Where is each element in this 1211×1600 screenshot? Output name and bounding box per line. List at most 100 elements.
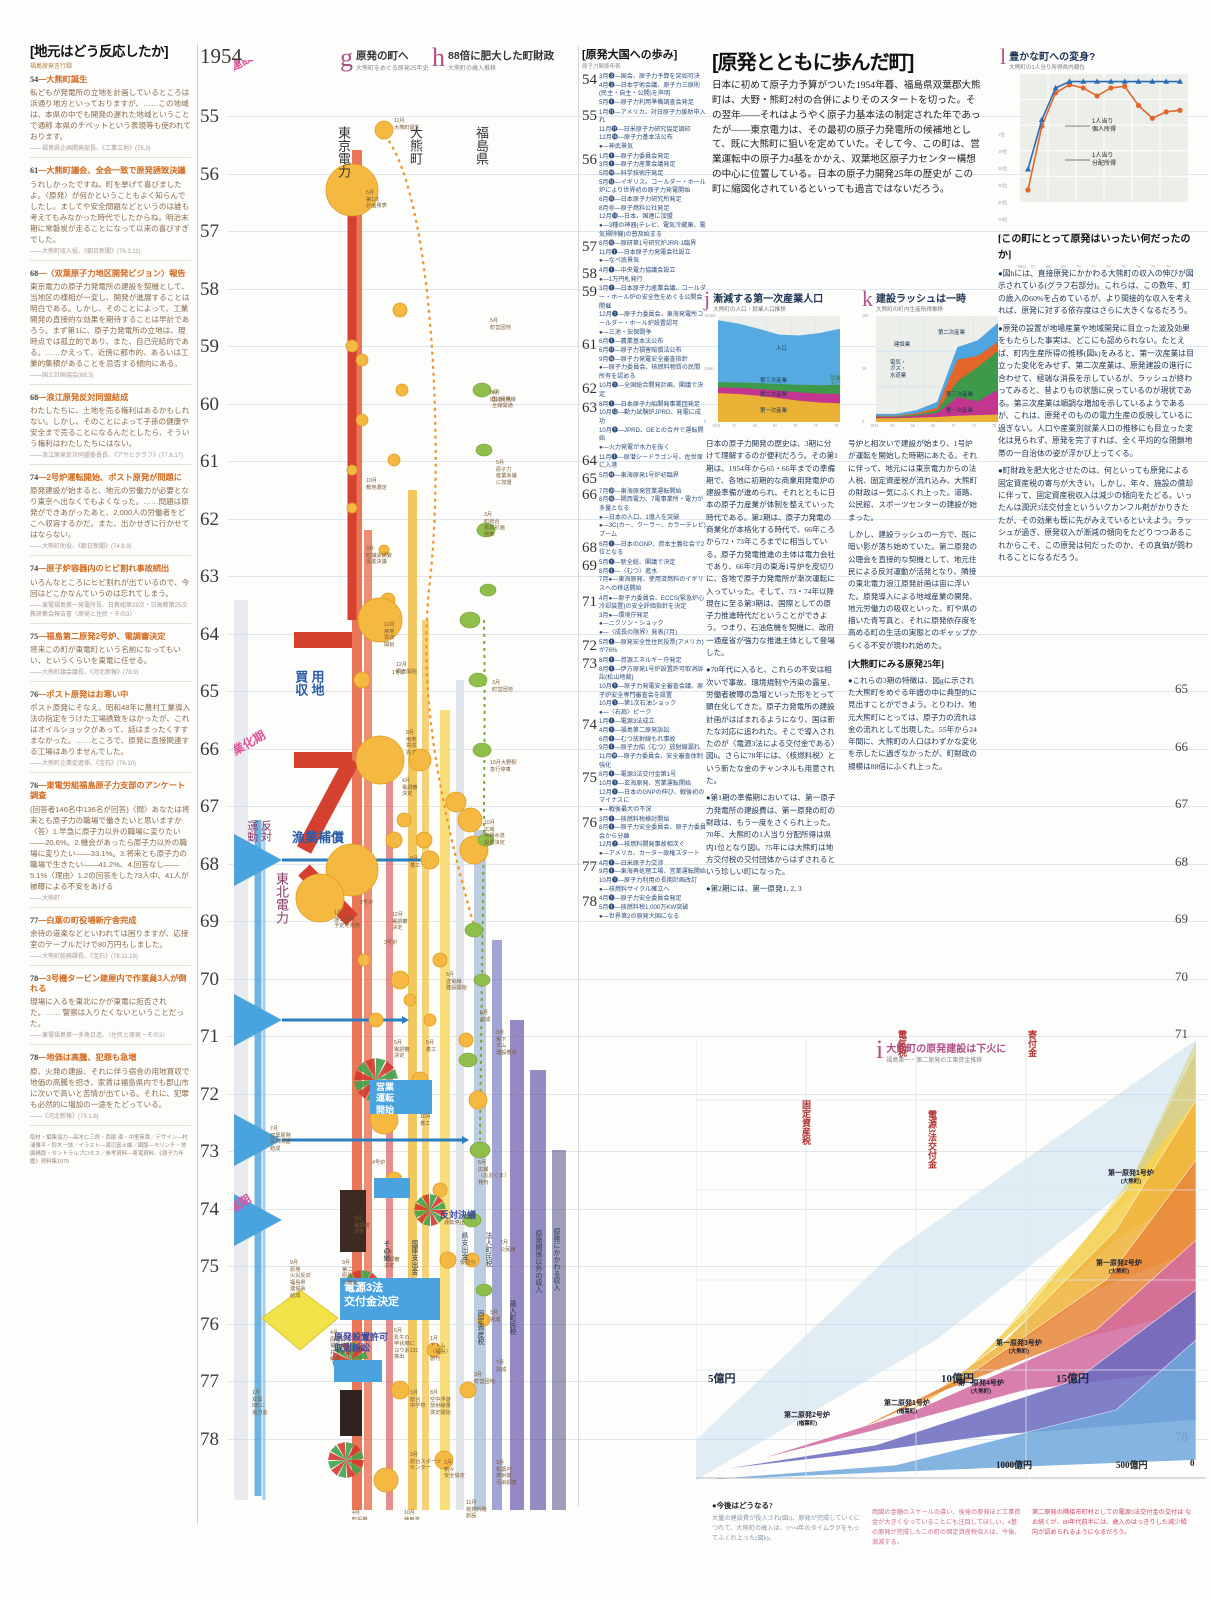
flow-node-label: 6月 完成 [480,1010,491,1023]
chronology-year: 57 [582,239,597,256]
chart-i-svg [695,1039,1206,1481]
chronology-event: ●—戦後最大の不況 [599,805,652,813]
chronology-events: 4月●—原子力委員会、ECCS(緊急炉心冷却装置)の安全評価指針を決定 3月●—環… [599,595,706,638]
chart-xtick: 60 [910,423,915,428]
chronology-event: ●—なべ底景気 [599,257,640,265]
chart-k-header: k 建設ラッシュは一時 大熊町の町内生産所得推移 [862,288,1012,313]
flow-node-label: 6月 広報 〈おおくま〉 発刊 [478,1160,510,1186]
chronology-event: 5月❶—原発安全性住民投票(アメリカ)が76% [599,638,704,655]
chronology-event: ●—神武景気 [599,143,634,151]
finance-band-label: 固定資産税 [477,1310,485,1345]
chronology-events: 8月❶—資源エネルギー庁発足 8月❶—伊方原発1号炉設置許可取消訴訟(松山地裁) 1… [599,657,706,717]
left-item-head: 76—ポスト原発はお寒い中 [30,689,129,699]
year-gridline [228,633,1208,635]
left-item-source: ——大熊町議会議長、《河北新報》(78.9) [30,669,139,676]
left-panel-item: 78—3号機タービン建屋内で作業員3人が倒れる 現場に入るを東北にかが東電に拒否さ… [30,974,191,1046]
fan-year-tick-65: 65 [1175,681,1188,696]
flow-node-label: 6月 乳牛の 甲状腺に ヨウ素131 検出 [394,1328,419,1360]
chronology-row-58: 58 4月❶—中央電力協議会設立 ●—1万円札発行 [582,266,706,284]
flow-entity-label-tohoku: 東北電力 [274,872,289,924]
chart-ytick: 10,000 [704,313,716,318]
chart-series-label: 第一次産業 [946,408,973,414]
left-item-head: 61—大熊町議会、全会一致で原発誘致決議 [30,166,186,176]
chart-j: j 漸減する第一次産業人口 大熊町の人口・就業人口推移 人口 第三次産業 第二次産業… [704,288,844,428]
chronology-events: 11月❶—原潜シードラゴン号、佐世保に入港 [599,454,706,471]
left-panel-item: 68—〈双葉原子力地区開発ビジョン〉報告 東京電力の原子力発電所の建設を契機として… [30,269,191,385]
year-gridline [228,1208,1208,1210]
chronology-event: 6月❶—むつ放射線もれ事故 [599,735,676,743]
chronology-events: 4月❶—原子力安全委員会発足 5月❶—核燃料税1,000万KW突破 ●—世界第2の原… [599,895,688,921]
chronology-year: 74 [582,717,597,734]
column-title-i: 大熊町の原発建設は下火に [886,1044,1007,1055]
chronology-events: 5月⓮—東海原発1号炉初臨界 [599,472,679,487]
footnote-c: 第二原発の隣接市町村としての電源3法交付金の交付は なお続くが、80年代前半には… [1032,1508,1192,1538]
left-item-head: 54—大熊町誕生 [30,75,88,85]
flow-node-label: 10月大野駅 急行停車 [490,760,517,773]
chronology-row-78: 78 4月❶—原子力安全委員会発足 5月❶—核燃料税1,000万KW突破 ●—世界第2… [582,895,706,921]
chronology-events: 4月❶—日米原子力交渉 9月❶—東海再処理工場、営業運転開始 10月❶—原子力利用の… [599,860,706,895]
chart-i-label: 0 [1190,1458,1195,1468]
year-tick-74: 74 [200,1198,219,1220]
left-item-source: ——福島県企画開発部長、《工業立地》(75.3) [30,146,151,153]
year-gridline [228,231,1208,232]
flow-node-label: 7月 公民館 [500,1240,516,1253]
chart-series-label: 電気・ ガス・ 水道業 [890,360,907,379]
left-panel-title: [地元はどう反応したか] [30,44,169,59]
chronology-row-62: 62 10月❶—全国総合開発計画、閣議で決定 [582,382,706,399]
left-item-year: 54 [30,75,39,85]
flow-node-label: 10月 広域 常磐水道 設置決定 [484,820,505,846]
footnote-a: ●今後はどうなる? 大量の建設費が投入され(図i)、原発が完成していくにつれて、… [712,1500,862,1544]
flow-node-label: 3月 町営団地 [474,1372,495,1385]
chart-l-header: l 豊かな町への変身? 大熊町の1人当り所得県内順位 [1000,46,1192,71]
flow-node-label: 1月 浪江原発 予定地発表 [334,910,360,929]
finance-band-label: その他 [383,1240,391,1261]
left-item-year: 68 [30,392,39,402]
chart-series-label: 第二次産業 [938,330,965,336]
flow-node-label: 電源3法 交付金決定 [344,1282,399,1308]
chronology-year: 59 [582,284,597,301]
chronology-events: 1月❶—電源3法成立 4月❶—福島第二原発訴訟 6月❶—むつ放射線もれ事故 9月❶—原… [599,718,706,770]
flow-node-label: 漁業補償 [292,830,345,845]
chronology-event: ●—〈成長の限界〉発表(7月) [599,629,678,637]
chronology-row-54: 54 3月❸—国会、原子力予算を突如可決 4月❷—日本学術会議、原子力三原則(民主・… [582,73,706,108]
chronology-row-75: 75 8月❶—電源3法交付金第1号 10月❶—玄海原発、営業運転開始 12月❶—日本の… [582,771,706,814]
chart-k-plot: 第二次産業 建設業 電気・ ガス・ 水道業 第三次産業 第一次産業 100 50 0 1954 55 6… [862,313,998,428]
chronology-event: 8月⓲—原研第1号研究炉JRR-1臨界 [599,240,697,248]
finance-band-label: 原発関係以外の収入 [535,1230,543,1293]
chart-j-subtitle: 大熊町の人口・就業人口推移 [713,307,786,313]
chronology-event: 6月❶—農業基本法公布 [599,338,664,346]
chart-xtick: 65 [773,423,778,428]
year-gridline [228,806,1208,807]
left-item-body: 原、火発の建設、それに伴う宿舎の用地買収で地価の高騰を招き、家賃は福島県内でも郡… [30,1066,190,1109]
chronology-events: 3月❶—核燃料税検討開始 8月❶—原子力安全委員会、原子力委員会から分離 12月❶—… [599,816,706,859]
footnote-c-body: 第二原発の隣接市町村としての電源3法交付金の交付は なお続くが、80年代前半には… [1032,1509,1192,1536]
left-item-source: ——大熊町 [30,895,61,902]
chronology-row-77: 77 4月❶—日米原子力交渉 9月❶—東海再処理工場、営業運転開始 10月❶—原子力利… [582,859,706,895]
chronology-event: 10月❶—全国総合開発計画、閣議で決定 [599,382,704,399]
flow-node-label: 1月 アトム 〈福島〉 創刊 [430,1336,451,1362]
chart-i-tax-label: 電気税 [897,1030,907,1057]
left-item-year: 76 [30,781,39,791]
chronology-events: 4月❶—中央電力協議会設立 ●—1万円札発行 [599,267,676,284]
column-letter-h: h [432,43,445,72]
flow-node-label: 3月 町営団地 [492,680,513,693]
year-tick-66: 66 [200,738,219,760]
flow-node-label: 4号炉 [372,1160,386,1166]
chart-i-tax-label: 電源3法交付金 [927,1110,937,1169]
chronology-event: 8月⓾—原子燃料公社発足 [599,204,670,212]
year-tick-65: 65 [200,681,219,702]
chronology-year: 64 [582,452,597,469]
chart-l-xtick: 68 [1046,264,1051,269]
chronology-events: 8月❶—日本原子力船開発事業団発足 10月⓭—動力試験炉JPRD、発電に成功 10月… [599,401,706,453]
left-panel-item: 54—大熊町誕生 私どもが発電所の立地を計画しているところは浜通り地方といっており… [30,75,191,159]
left-item-body: ポスト原発にそなえ、昭和48年に農村工業導入法の指定をうけた工場誘致をはかったが… [30,703,191,757]
year-tick-71: 71 [200,1026,219,1047]
chronology-row-73: 73 8月❶—資源エネルギー庁発足 8月❶—伊方原発1号炉設置許可取消訴訟(松山地裁… [582,656,706,717]
chart-l-xtick: 67 [1031,264,1036,269]
chronology-event: 7月●—東海原発、使用済燃料のイギリスへの移送開始 [599,576,704,592]
chart-series-label: 第三次産業 [760,378,787,384]
chronology-event: 10月⓭—動力試験炉JPRD、発電に成功 [599,409,701,425]
chart-k: k 建設ラッシュは一時 大熊町の町内生産所得推移 第二次産業 建設業 電気・ ガス・水… [862,288,1012,428]
chronology-event: 4月❶—福島第二原発訴訟 [599,727,670,735]
chart-i-label: 第二原発2号炉 (楢葉町) [784,1412,830,1428]
